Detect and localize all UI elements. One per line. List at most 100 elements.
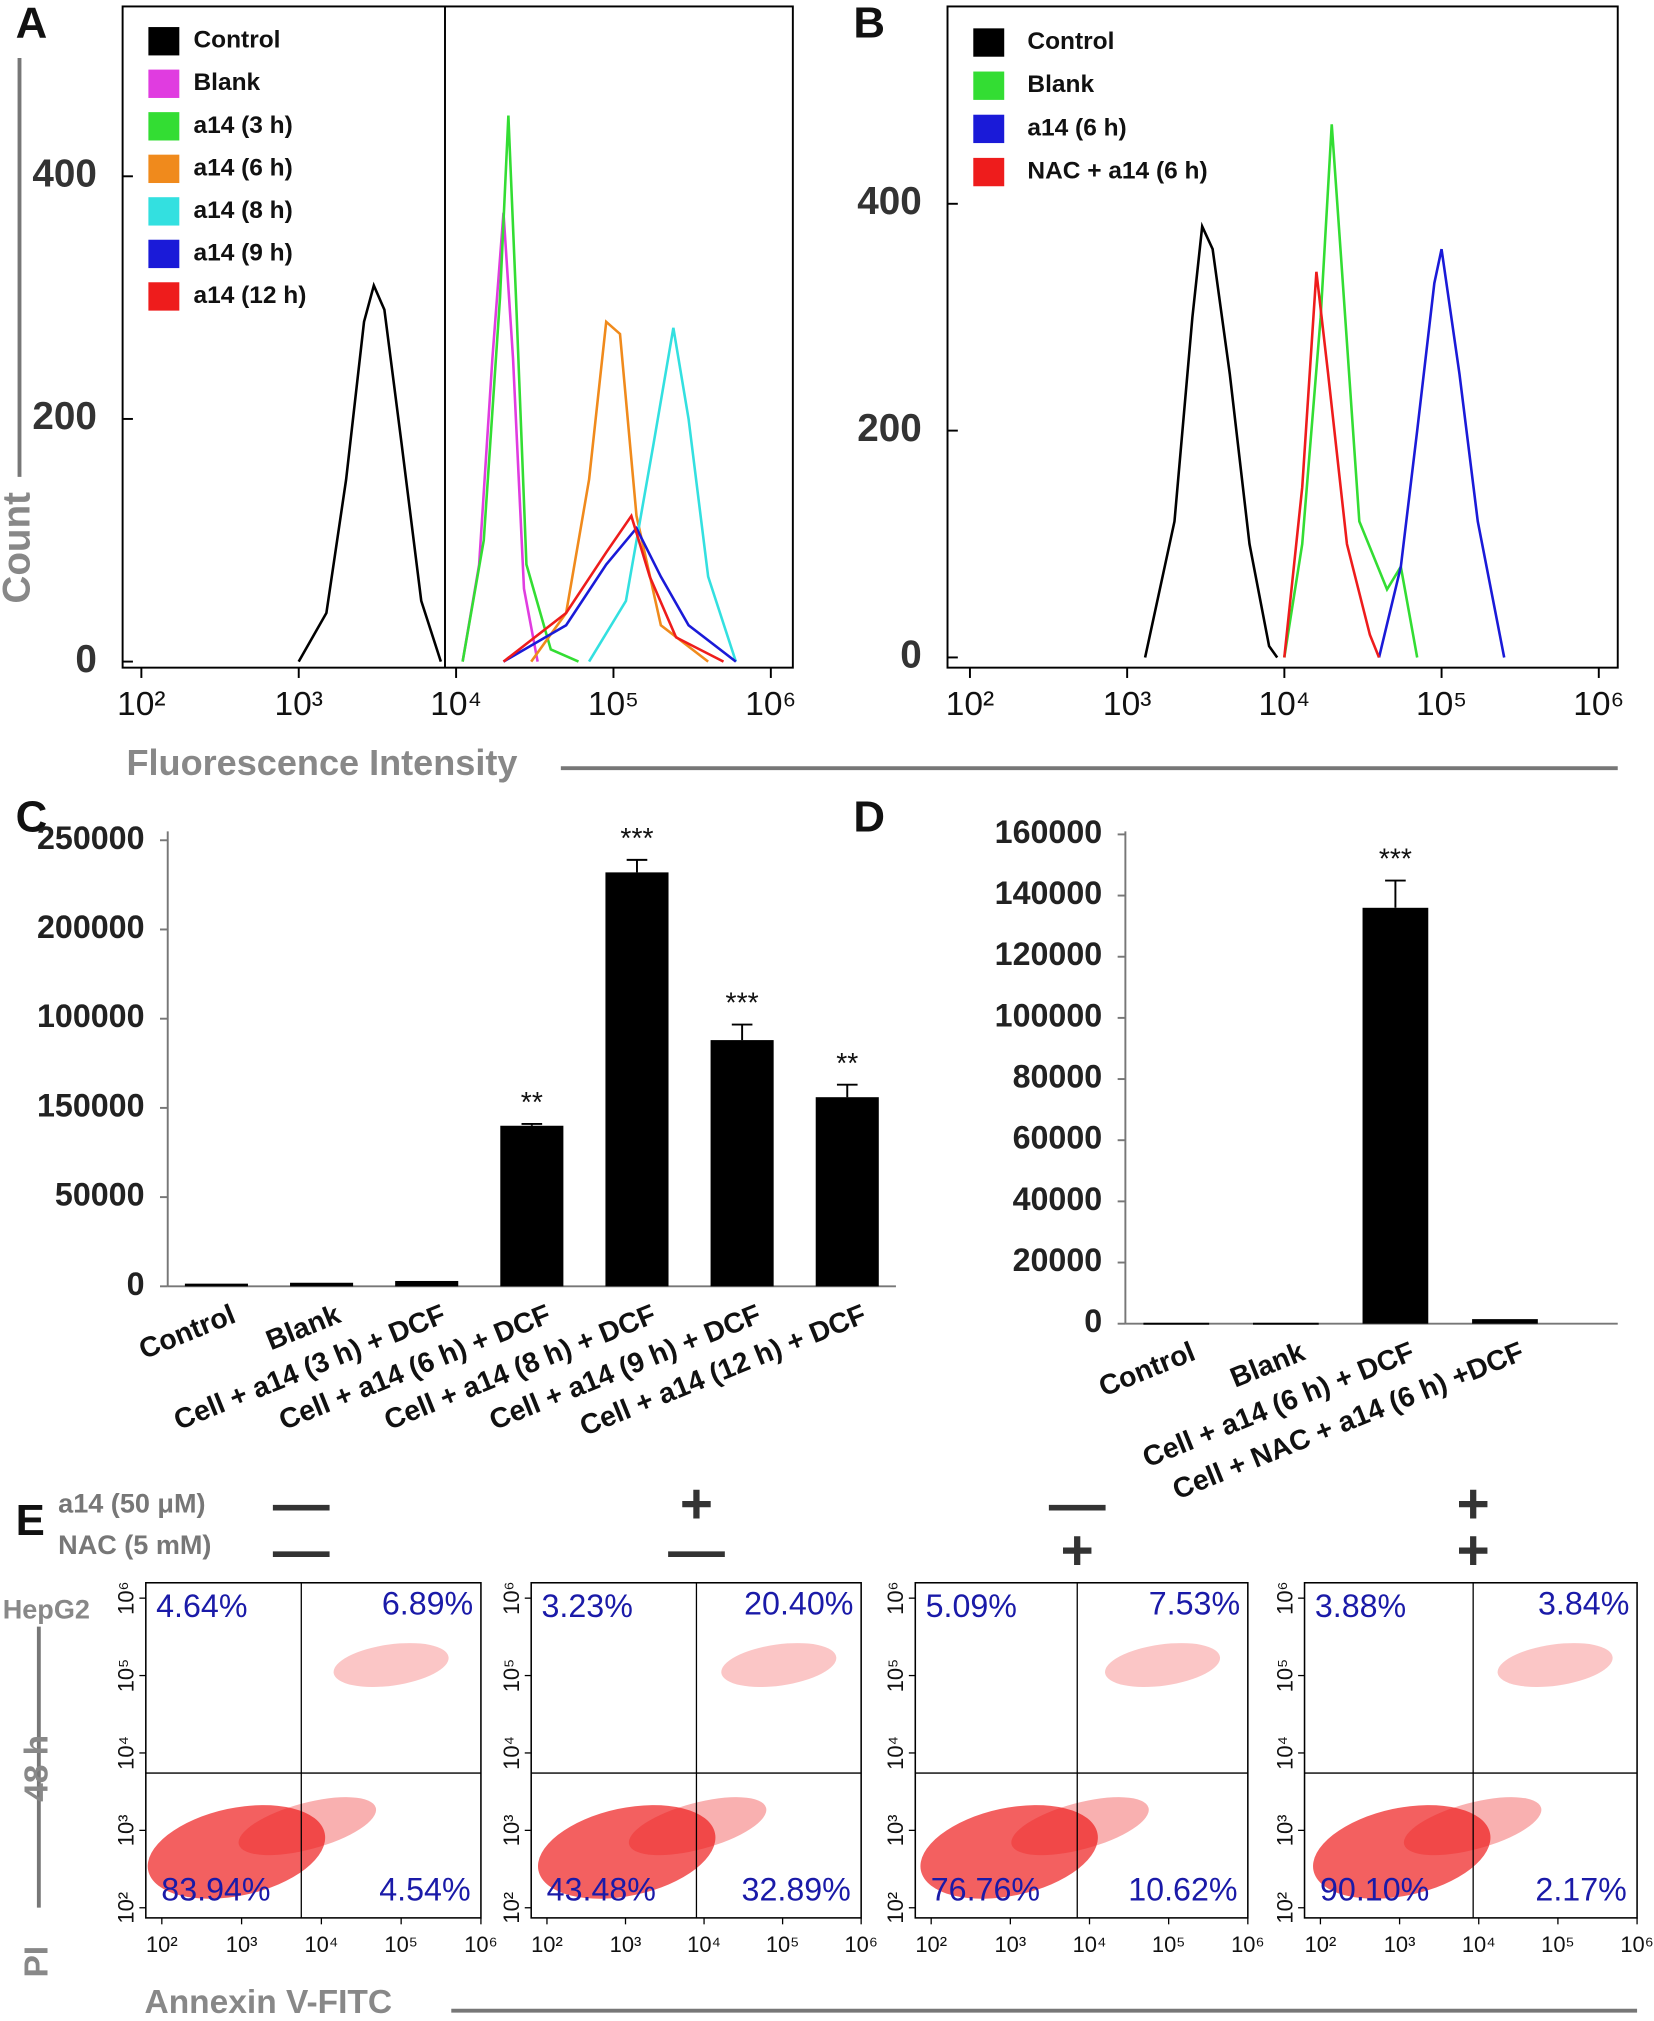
density-cloud: [537, 1805, 716, 1899]
density-cloud: [1313, 1805, 1491, 1899]
y-tick-label: 10²: [114, 1892, 139, 1924]
treatment-sign: +: [1457, 1519, 1490, 1582]
quadrant-label: 3.88%: [1315, 1588, 1406, 1624]
bar: [815, 1097, 879, 1287]
error-bar: [626, 858, 648, 873]
treatment-label: a14 (50 μM): [58, 1489, 205, 1519]
histogram-curve: [297, 281, 443, 663]
legend-swatch: [973, 28, 1005, 57]
x-tick-label: 10³: [275, 686, 323, 723]
density-cloud: [721, 1643, 837, 1687]
density-cloud: [238, 1797, 377, 1856]
y-tick-label: 10³: [1272, 1815, 1297, 1847]
y-tick-label: 10⁶: [1272, 1581, 1297, 1614]
y-tick-label: 0: [1084, 1303, 1102, 1339]
y-tick-label: 60000: [1013, 1120, 1103, 1156]
x-tick-label: 10⁶: [464, 1932, 497, 1957]
legend-label: a14 (8 h): [194, 197, 293, 224]
treatment-sign: —: [273, 1519, 330, 1582]
panel-letter: A: [16, 0, 48, 47]
panel-letter: D: [853, 792, 885, 841]
significance: ***: [620, 823, 653, 855]
quadrant-label: 2.17%: [1535, 1872, 1626, 1908]
x-tick-label: 10²: [1305, 1932, 1337, 1957]
time-label: 48 h: [19, 1735, 56, 1802]
y-tick-label: 250000: [37, 820, 145, 856]
legend-swatch: [148, 197, 180, 226]
x-tick-label: 10⁵: [1152, 1932, 1185, 1957]
significance: **: [521, 1087, 543, 1119]
bar: [1252, 1322, 1319, 1325]
legend-label: Blank: [194, 69, 261, 96]
quadrant-label: 20.40%: [744, 1585, 853, 1621]
bar: [1472, 1319, 1538, 1324]
quadrant-label: 3.84%: [1538, 1585, 1629, 1621]
histogram-curve: [1377, 248, 1506, 658]
y-tick-label: 10⁴: [499, 1736, 524, 1770]
y-tick-label: 20000: [1013, 1242, 1103, 1278]
quadrant-label: 3.23%: [542, 1588, 633, 1624]
x-tick-label: 10²: [531, 1932, 563, 1957]
y-tick-label: 140000: [995, 875, 1103, 911]
histogram-curve: [1283, 124, 1419, 658]
bar: [184, 1283, 248, 1287]
histogram-curve: [530, 319, 709, 663]
y-tick-label: 150000: [37, 1087, 145, 1123]
quadrant-label: 10.62%: [1128, 1872, 1237, 1908]
x-axis-label: Fluorescence Intensity: [126, 742, 517, 783]
x-tick-label: 10⁵: [1416, 686, 1467, 723]
legend-label: Control: [194, 27, 281, 54]
x-tick-label: 10⁵: [588, 686, 639, 723]
bar: [605, 872, 669, 1287]
y-tick-label: 200: [32, 395, 97, 438]
legend-swatch: [973, 114, 1005, 144]
y-tick-label: 10²: [883, 1892, 908, 1924]
legend-label: NAC + a14 (6 h): [1027, 158, 1207, 185]
x-tick-label: 10⁶: [1573, 686, 1624, 723]
legend-label: a14 (12 h): [194, 282, 307, 309]
error-bar: [521, 1122, 543, 1126]
treatment-sign: —: [1049, 1473, 1106, 1536]
legend-label: a14 (3 h): [194, 112, 293, 139]
x-tick-label: 10⁴: [304, 1932, 338, 1957]
legend-swatch: [973, 71, 1005, 100]
x-tick-label: 10³: [995, 1932, 1027, 1957]
quadrant-label: 5.09%: [926, 1588, 1017, 1624]
bar: [290, 1282, 354, 1287]
quadrant-label: 43.48%: [547, 1872, 656, 1908]
y-tick-label: 10³: [499, 1815, 524, 1847]
histogram-curve: [587, 327, 738, 663]
x-tick-label: 10⁵: [384, 1932, 417, 1957]
legend-swatch: [148, 154, 180, 184]
x-tick-label: 10⁴: [1259, 686, 1311, 723]
y-tick-label: 10⁵: [1272, 1659, 1297, 1692]
y-tick-label: 0: [75, 638, 97, 681]
y-tick-label: 10⁶: [499, 1581, 524, 1614]
x-tick-label: 10²: [146, 1932, 178, 1957]
density-cloud: [628, 1797, 767, 1856]
y-tick-label: 10⁶: [883, 1581, 908, 1614]
histogram-curve: [1283, 271, 1381, 658]
bar: [395, 1280, 459, 1287]
legend-swatch: [148, 112, 180, 141]
treatment-sign: —: [668, 1519, 725, 1582]
density-cloud: [1497, 1643, 1613, 1687]
y-tick-label: 400: [32, 153, 97, 196]
significance: **: [836, 1048, 858, 1080]
treatment-sign: +: [1061, 1519, 1094, 1582]
bar: [1143, 1322, 1210, 1325]
y-tick-label: 10³: [114, 1815, 139, 1847]
density-cloud: [1105, 1643, 1221, 1687]
bar: [710, 1040, 774, 1287]
error-bar: [1385, 879, 1406, 908]
legend-swatch: [973, 157, 1005, 187]
y-tick-label: 10²: [499, 1892, 524, 1924]
y-tick-label: 100000: [995, 997, 1103, 1033]
y-axis-label: PI: [19, 1946, 56, 1978]
x-tick-label: 10³: [1384, 1932, 1416, 1957]
y-tick-label: 40000: [1013, 1181, 1103, 1217]
panel-letter: B: [853, 0, 885, 47]
x-tick-label: 10⁴: [1462, 1932, 1496, 1957]
x-tick-label: 10⁵: [766, 1932, 799, 1957]
